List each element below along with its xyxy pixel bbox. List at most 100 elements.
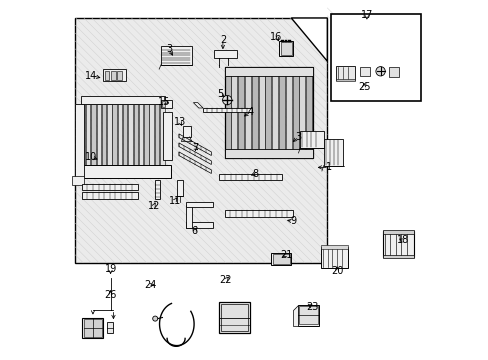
Text: 5: 5 <box>217 89 223 99</box>
Bar <box>103 69 125 81</box>
Bar <box>382 231 413 257</box>
Bar <box>149 104 154 167</box>
Bar <box>224 74 230 151</box>
Bar <box>96 104 101 167</box>
Bar <box>336 66 354 80</box>
Bar <box>128 104 133 167</box>
Bar <box>320 247 347 268</box>
Text: 20: 20 <box>330 266 343 276</box>
Text: 3: 3 <box>165 44 172 54</box>
Bar <box>118 104 122 167</box>
Bar <box>75 104 84 178</box>
Text: 6: 6 <box>191 226 197 236</box>
Circle shape <box>375 67 385 76</box>
Bar <box>285 74 291 151</box>
Text: 15: 15 <box>158 96 170 107</box>
Bar <box>219 174 282 180</box>
Text: 22: 22 <box>219 275 231 285</box>
Text: 25: 25 <box>357 82 369 92</box>
Bar <box>133 104 138 167</box>
Bar <box>104 71 109 80</box>
Text: 18: 18 <box>396 235 408 246</box>
Bar <box>144 104 148 167</box>
Bar <box>221 304 247 331</box>
Bar <box>284 40 287 42</box>
Bar <box>112 104 117 167</box>
Bar <box>258 74 264 151</box>
Bar <box>336 79 354 81</box>
Bar <box>162 101 165 107</box>
Polygon shape <box>179 143 211 165</box>
Text: 8: 8 <box>252 168 258 179</box>
Bar <box>224 149 312 158</box>
Bar <box>81 104 85 167</box>
Bar <box>160 104 164 167</box>
Text: 12: 12 <box>147 201 160 211</box>
Polygon shape <box>203 108 251 112</box>
Bar <box>107 104 111 167</box>
Bar <box>163 112 172 160</box>
Bar <box>117 71 122 80</box>
Bar <box>280 42 291 55</box>
Text: 4: 4 <box>247 107 254 117</box>
Text: 13: 13 <box>173 117 185 127</box>
Bar <box>139 104 143 167</box>
Bar <box>238 74 244 151</box>
Text: 11: 11 <box>168 195 181 206</box>
Bar <box>111 71 115 80</box>
Bar <box>186 205 191 228</box>
Bar <box>305 74 311 151</box>
Bar <box>272 254 289 264</box>
Text: 7: 7 <box>191 143 198 153</box>
Bar <box>219 302 249 333</box>
Bar <box>213 50 237 58</box>
Bar <box>382 230 413 234</box>
Text: 10: 10 <box>85 152 97 162</box>
Bar <box>382 255 413 258</box>
Polygon shape <box>193 103 203 108</box>
Bar <box>161 46 191 65</box>
Bar <box>279 41 292 56</box>
Circle shape <box>222 95 231 105</box>
Bar <box>320 245 347 249</box>
Bar <box>186 222 213 228</box>
Text: 26: 26 <box>104 290 117 300</box>
Bar <box>251 74 257 151</box>
Polygon shape <box>179 134 211 156</box>
Bar <box>77 165 170 178</box>
Circle shape <box>152 316 158 321</box>
Text: 1: 1 <box>325 162 331 172</box>
Bar <box>224 210 292 217</box>
Bar <box>387 67 398 77</box>
Bar <box>72 176 84 185</box>
Text: 3: 3 <box>295 132 301 142</box>
Bar <box>265 74 271 151</box>
Bar <box>279 74 285 151</box>
Bar <box>177 180 183 196</box>
Bar <box>244 74 250 151</box>
Text: 14: 14 <box>85 71 98 81</box>
Bar <box>224 67 312 76</box>
Bar <box>81 192 137 199</box>
Text: 9: 9 <box>289 216 296 226</box>
Bar <box>186 202 213 207</box>
Bar <box>288 40 290 42</box>
Bar <box>231 74 237 151</box>
Text: 23: 23 <box>305 302 318 312</box>
Text: 24: 24 <box>143 280 156 290</box>
Text: 21: 21 <box>280 250 292 260</box>
Bar <box>272 74 278 151</box>
Bar <box>299 74 305 151</box>
Bar <box>292 74 298 151</box>
Polygon shape <box>291 18 326 61</box>
Bar <box>75 18 326 263</box>
Text: 16: 16 <box>269 32 282 42</box>
Bar <box>81 184 137 190</box>
Bar <box>102 104 106 167</box>
Bar <box>107 322 113 333</box>
Bar <box>161 100 172 108</box>
Bar <box>359 67 370 76</box>
Bar <box>330 14 420 101</box>
Bar <box>86 104 90 167</box>
Text: 17: 17 <box>360 10 372 20</box>
